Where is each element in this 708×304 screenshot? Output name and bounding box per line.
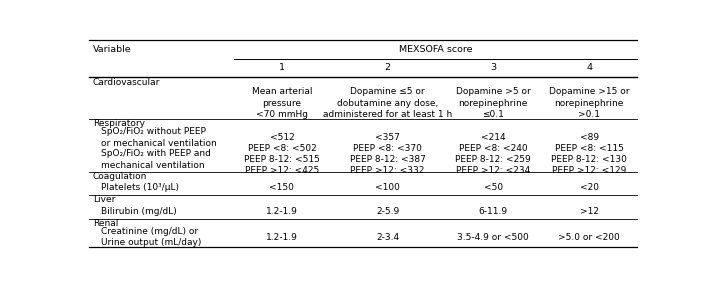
Text: Cardiovascular: Cardiovascular (93, 78, 160, 87)
Text: <100: <100 (375, 183, 400, 192)
Text: Creatinine (mg/dL) or
Urine output (mL/day): Creatinine (mg/dL) or Urine output (mL/d… (101, 227, 201, 247)
Text: Coagulation: Coagulation (93, 172, 147, 181)
Text: <89: <89 (580, 133, 599, 142)
Text: 3: 3 (490, 64, 496, 72)
Text: 1.2-1.9: 1.2-1.9 (266, 233, 298, 242)
Text: PEEP <8: <240
PEEP 8-12: <259
PEEP >12: <234: PEEP <8: <240 PEEP 8-12: <259 PEEP >12: … (455, 143, 531, 175)
Text: <512: <512 (270, 133, 295, 142)
Text: Respiratory: Respiratory (93, 119, 145, 128)
Text: 2: 2 (384, 64, 391, 72)
Text: SpO₂/FiO₂ with PEEP and
mechanical ventilation: SpO₂/FiO₂ with PEEP and mechanical venti… (101, 149, 210, 170)
Text: 6-11.9: 6-11.9 (479, 207, 508, 216)
Text: Liver: Liver (93, 195, 115, 204)
Text: <50: <50 (484, 183, 503, 192)
Text: Platelets (10³/μL): Platelets (10³/μL) (101, 183, 178, 192)
Text: >5.0 or <200: >5.0 or <200 (559, 233, 620, 242)
Text: >12: >12 (580, 207, 599, 216)
Text: Renal: Renal (93, 219, 118, 227)
Text: Bilirubin (mg/dL): Bilirubin (mg/dL) (101, 207, 176, 216)
Text: <357: <357 (375, 133, 400, 142)
Text: 3.5-4.9 or <500: 3.5-4.9 or <500 (457, 233, 529, 242)
Text: 1.2-1.9: 1.2-1.9 (266, 207, 298, 216)
Text: <150: <150 (270, 183, 295, 192)
Text: Variable: Variable (93, 45, 132, 54)
Text: MEXSOFA score: MEXSOFA score (399, 45, 472, 54)
Text: 2-5.9: 2-5.9 (376, 207, 399, 216)
Text: Dopamine >5 or
norepinephrine
≤0.1: Dopamine >5 or norepinephrine ≤0.1 (456, 87, 530, 119)
Text: 4: 4 (586, 64, 592, 72)
Text: Dopamine >15 or
norepinephrine
>0.1: Dopamine >15 or norepinephrine >0.1 (549, 87, 629, 119)
Text: PEEP <8: <115
PEEP 8-12: <130
PEEP >12: <129: PEEP <8: <115 PEEP 8-12: <130 PEEP >12: … (552, 143, 627, 175)
Text: PEEP <8: <502
PEEP 8-12: <515
PEEP >12: <425: PEEP <8: <502 PEEP 8-12: <515 PEEP >12: … (244, 143, 320, 175)
Text: SpO₂/FiO₂ without PEEP
or mechanical ventilation: SpO₂/FiO₂ without PEEP or mechanical ven… (101, 127, 217, 148)
Text: 2-3.4: 2-3.4 (376, 233, 399, 242)
Text: Mean arterial
pressure
<70 mmHg: Mean arterial pressure <70 mmHg (251, 87, 312, 119)
Text: <20: <20 (580, 183, 599, 192)
Text: 1: 1 (279, 64, 285, 72)
Text: <214: <214 (481, 133, 506, 142)
Text: PEEP <8: <370
PEEP 8-12: <387
PEEP >12: <332: PEEP <8: <370 PEEP 8-12: <387 PEEP >12: … (350, 143, 426, 175)
Text: Dopamine ≤5 or
dobutamine any dose,
administered for at least 1 h: Dopamine ≤5 or dobutamine any dose, admi… (323, 87, 452, 119)
